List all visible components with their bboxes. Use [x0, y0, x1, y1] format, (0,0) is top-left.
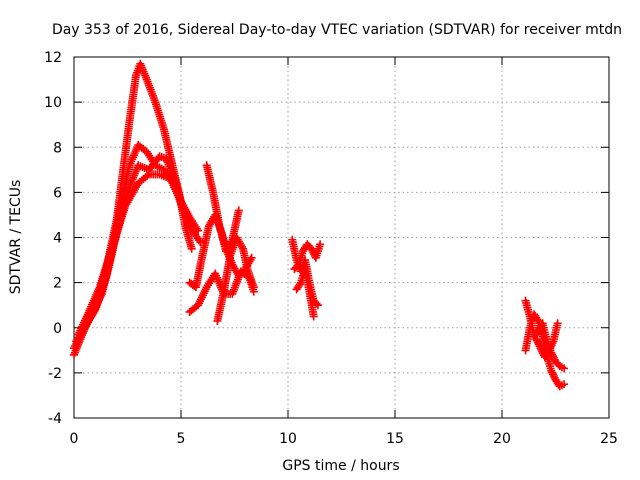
grid [74, 57, 609, 418]
series-track-4 [74, 170, 196, 339]
y-tick-label: -2 [48, 366, 62, 382]
x-axis-label: GPS time / hours [282, 458, 399, 474]
data-point [560, 364, 569, 373]
data-point [313, 301, 322, 310]
data-point [194, 226, 203, 235]
data-point [553, 319, 562, 328]
y-tick-label: 0 [53, 321, 62, 337]
data-point [316, 240, 325, 249]
series-track-11 [292, 265, 318, 321]
y-tick-label: 8 [53, 140, 62, 156]
y-axis-label: SDTVAR / TECUs [8, 180, 24, 295]
data-point [309, 312, 318, 321]
data-point [234, 206, 243, 215]
x-tick-label: 20 [493, 431, 511, 447]
y-tick-label: 12 [44, 50, 62, 66]
series-track-8 [213, 233, 258, 325]
series-track-10 [290, 240, 325, 274]
x-tick-label: 0 [70, 431, 79, 447]
y-tick-label: 10 [44, 95, 62, 111]
data-point [560, 380, 569, 389]
y-tick-label: 2 [53, 276, 62, 292]
x-tick-label: 5 [177, 431, 186, 447]
x-tick-label: 10 [279, 431, 297, 447]
data-point [249, 283, 258, 292]
chart-title: Day 353 of 2016, Sidereal Day-to-day VTE… [52, 22, 622, 38]
data-point [187, 219, 196, 228]
data-point [247, 253, 256, 262]
x-tick-label: 15 [386, 431, 404, 447]
x-tick-label: 25 [600, 431, 618, 447]
y-tick-label: -4 [48, 411, 62, 427]
y-tick-label: 6 [53, 185, 62, 201]
data-point [196, 238, 205, 247]
series-track-14 [532, 319, 562, 362]
plot-frame [73, 56, 610, 419]
data-points [70, 59, 569, 391]
y-tick-label: 4 [53, 231, 62, 247]
data-point [187, 244, 196, 253]
axis-ticks: 0 5 10 15 20 25 -4 -2 0 2 4 6 8 10 12 [44, 50, 618, 447]
